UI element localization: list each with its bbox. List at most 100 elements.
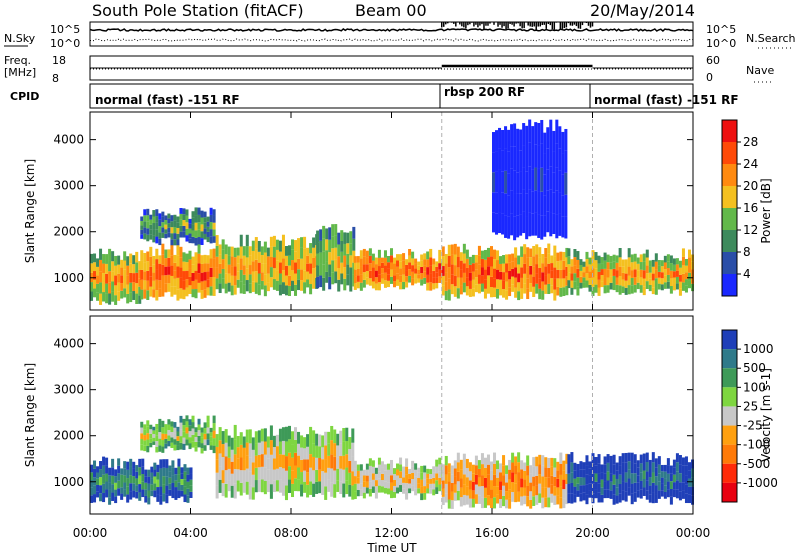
heatmap-cell — [534, 122, 538, 145]
heatmap-cell — [260, 280, 264, 290]
heatmap-cell — [547, 253, 551, 264]
heatmap-cell — [383, 464, 387, 471]
heatmap-cell — [135, 283, 139, 294]
heatmap-cell — [143, 233, 147, 240]
heatmap-cell — [206, 221, 210, 227]
heatmap-cell — [269, 267, 273, 278]
heatmap-cell — [236, 279, 240, 288]
heatmap-cell — [396, 279, 400, 286]
heatmap-cell — [508, 469, 512, 480]
heatmap-cell — [603, 456, 607, 465]
heatmap-cell — [645, 462, 649, 472]
heatmap-cell — [399, 254, 403, 262]
heatmap-cell — [152, 434, 156, 438]
heatmap-cell — [287, 265, 291, 276]
heatmap-cell — [322, 238, 326, 252]
heatmap-cell — [438, 249, 442, 257]
heatmap-cell — [450, 465, 454, 475]
heatmap-cell — [330, 440, 334, 455]
heatmap-cell — [173, 439, 177, 445]
heatmap-cell — [189, 491, 193, 498]
heatmap-cell — [459, 487, 463, 498]
heatmap-cell — [359, 470, 363, 477]
heatmap-cell — [325, 228, 329, 240]
heatmap-cell — [565, 257, 569, 267]
heatmap-cell — [170, 239, 174, 246]
heatmap-cell — [480, 486, 484, 498]
heatmap-cell — [230, 437, 234, 450]
heatmap-cell — [559, 260, 563, 270]
heatmap-cell — [316, 242, 320, 254]
heatmap-cell — [105, 273, 109, 284]
heatmap-cell — [420, 493, 424, 501]
heatmap-cell — [651, 266, 655, 274]
heatmap-cell — [152, 255, 156, 265]
heatmap-cell — [681, 273, 685, 283]
heatmap-cell — [549, 166, 553, 190]
heatmap-cell — [553, 476, 557, 487]
heatmap-cell — [502, 495, 506, 507]
heatmap-cell — [353, 256, 357, 263]
heatmap-cell — [505, 473, 509, 483]
heatmap-cell — [99, 461, 103, 470]
heatmap-cell — [501, 213, 505, 235]
heatmap-cell — [309, 440, 313, 455]
heatmap-cell — [170, 221, 174, 228]
heatmap-cell — [377, 471, 381, 479]
heatmap-cell — [456, 462, 460, 472]
heatmap-cell — [188, 259, 192, 269]
heatmap-cell — [672, 467, 676, 475]
heatmap-cell — [171, 490, 175, 499]
heatmap-cell — [588, 461, 592, 469]
heatmap-cell — [161, 243, 165, 255]
heatmap-cell — [441, 472, 445, 481]
heatmap-cell — [146, 228, 150, 235]
heatmap-cell — [188, 233, 192, 239]
heatmap-cell — [334, 235, 338, 248]
heatmap-cell — [553, 495, 557, 505]
colorbar-swatch — [722, 142, 737, 164]
heatmap-cell — [468, 489, 472, 499]
heatmap-cell — [525, 148, 529, 172]
heatmap-cell — [639, 472, 643, 481]
heatmap-cell — [152, 235, 156, 243]
heatmap-cell — [399, 485, 403, 492]
heatmap-cell — [291, 280, 295, 291]
heatmap-cell — [167, 283, 171, 292]
heatmap-cell — [645, 273, 649, 282]
heatmap-cell — [257, 430, 261, 443]
heatmap-cell — [684, 265, 688, 273]
heatmap-cell — [260, 263, 264, 273]
heatmap-cell — [582, 277, 586, 283]
heatmap-cell — [158, 213, 162, 220]
heatmap-cell — [111, 291, 115, 302]
heatmap-cell — [544, 275, 548, 285]
heatmap-cell — [561, 174, 565, 196]
heatmap-cell — [191, 434, 195, 442]
heatmap-cell — [185, 222, 189, 229]
heatmap-cell — [126, 293, 130, 304]
heatmap-cell — [215, 434, 219, 447]
heatmap-cell — [480, 497, 484, 509]
heatmap-cell — [675, 283, 679, 290]
heatmap-cell — [263, 480, 267, 495]
heatmap-cell — [233, 247, 237, 258]
heatmap-cell — [483, 457, 487, 468]
heatmap-cell — [359, 489, 363, 496]
heatmap-cell — [426, 473, 430, 479]
heatmap-cell — [651, 472, 655, 483]
heatmap-cell — [149, 438, 153, 443]
heatmap-cell — [306, 271, 310, 280]
heatmap-cell — [389, 262, 394, 270]
heatmap-cell — [152, 437, 156, 442]
heatmap-cell — [681, 490, 685, 499]
heatmap-cell — [645, 249, 649, 258]
heatmap-cell — [663, 491, 667, 499]
heatmap-cell — [606, 254, 610, 263]
heatmap-cell — [171, 467, 175, 476]
heatmap-cell — [126, 256, 130, 266]
heatmap-cell — [206, 236, 210, 243]
heatmap-cell — [200, 448, 204, 454]
heatmap-cell — [93, 494, 97, 503]
heatmap-cell — [636, 482, 640, 491]
